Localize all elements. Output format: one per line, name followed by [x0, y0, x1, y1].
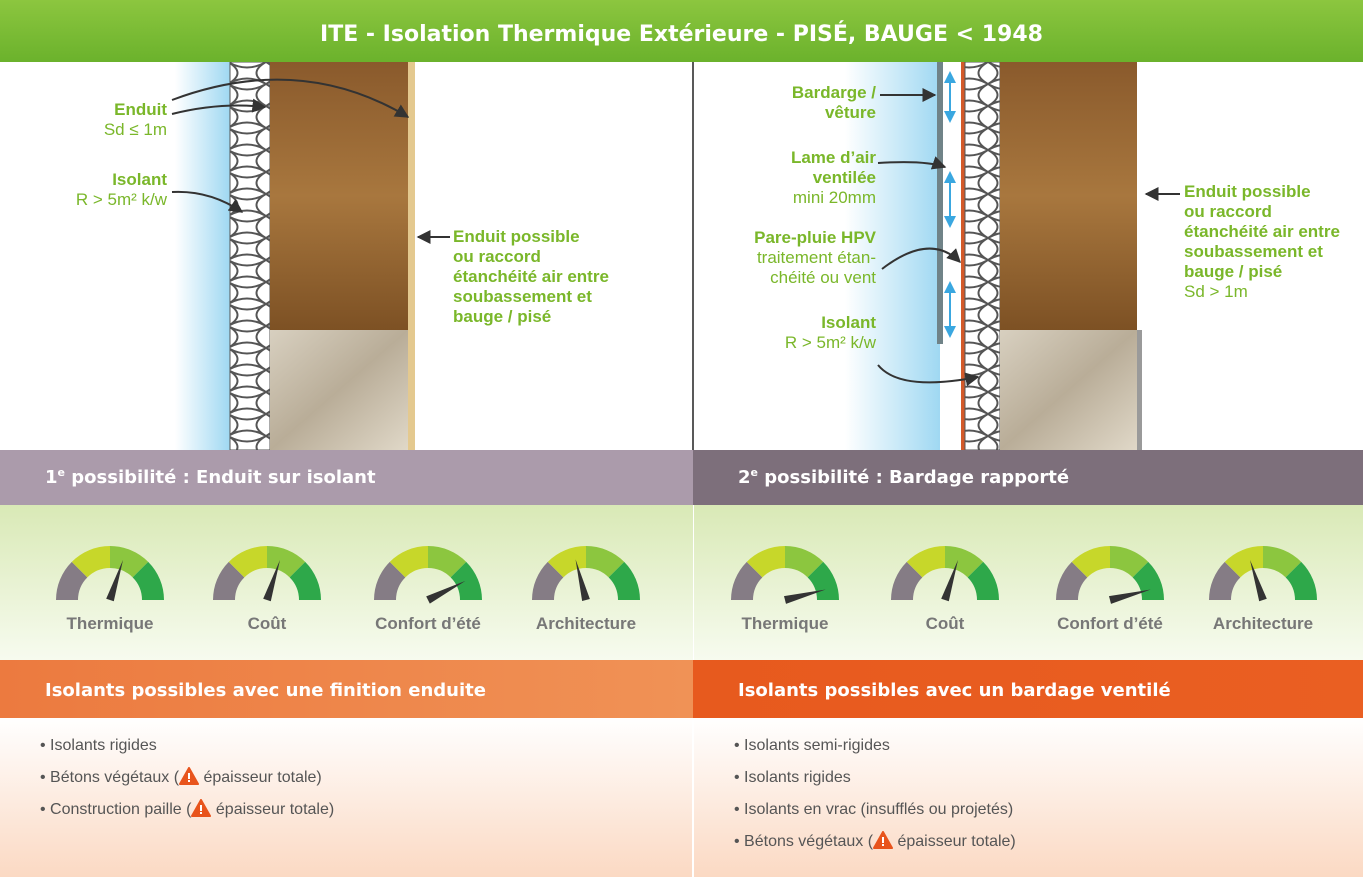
wall-diagrams — [0, 62, 1363, 450]
gauge-label: Thermique — [742, 614, 829, 633]
label: Isolant — [76, 170, 167, 190]
item-text: • Construction paille ( — [40, 801, 191, 818]
label: Pare-pluie HPV — [754, 228, 876, 248]
gauge-label: Confort d’été — [1057, 614, 1163, 633]
list-item: • Construction paille ( épaisseur totale… — [0, 794, 692, 826]
item-text: • Bétons végétaux ( — [40, 769, 179, 786]
gauge-label: Architecture — [1213, 614, 1313, 633]
gauge-label: Coût — [248, 614, 287, 633]
item-text: • Isolants rigides — [734, 769, 851, 786]
list-item: • Isolants semi-rigides — [694, 730, 1363, 762]
page: {"title":"ITE - Isolation Thermique Exté… — [0, 0, 1363, 877]
gauge-label: Confort d’été — [375, 614, 481, 633]
heading: 1e possibilité : Enduit sur isolant — [0, 450, 693, 505]
label: chéité ou vent — [754, 268, 876, 288]
item-text: • Isolants en vrac (insufflés ou projeté… — [734, 801, 1013, 818]
gauge-label: Thermique — [67, 614, 154, 633]
item-text: épaisseur totale) — [893, 833, 1016, 850]
heading-sup: e — [58, 466, 65, 479]
list-heading: Isolants possibles avec une finition end… — [0, 660, 693, 718]
label: Isolant — [754, 313, 876, 333]
label: soubassement et — [453, 287, 609, 307]
heading-number: 2 — [738, 467, 751, 488]
list-item: • Isolants rigides — [0, 730, 692, 762]
warning-icon — [191, 799, 211, 817]
item-text: • Isolants semi-rigides — [734, 737, 890, 754]
item-text: épaisseur totale) — [211, 801, 334, 818]
gauges: Thermique Coût Confort d’été Architecture Th… — [0, 505, 1363, 660]
warning-icon — [179, 767, 199, 785]
warning-icon — [873, 831, 893, 849]
label-group: Enduit Sd ≤ 1m Isolant R > 5m² k/w — [76, 100, 167, 210]
label: Sd > 1m — [1184, 282, 1248, 302]
list: • Isolants rigides • Bétons végétaux ( ép… — [0, 718, 692, 877]
list-heading: Isolants possibles avec un bardage venti… — [693, 660, 1363, 718]
label: Sd ≤ 1m — [76, 120, 167, 140]
gauge-label: Coût — [926, 614, 965, 633]
heading: 2e possibilité : Bardage rapporté — [693, 450, 1363, 505]
label: soubassement et — [1184, 242, 1340, 262]
heading-text: possibilité : Enduit sur isolant — [65, 467, 376, 488]
label: ou raccord — [453, 247, 609, 267]
label: Enduit — [76, 100, 167, 120]
list-item: • Isolants rigides — [694, 762, 1363, 794]
label: ou raccord — [1184, 202, 1340, 222]
list: • Isolants semi-rigides • Isolants rigide… — [694, 718, 1363, 877]
label: ventilée — [754, 168, 876, 188]
list-item: • Bétons végétaux ( épaisseur totale) — [0, 762, 692, 794]
infographic: ITE - Isolation Thermique Extérieure - P… — [0, 0, 1363, 877]
label: traitement étan- — [754, 248, 876, 268]
label: étanchéité air entre — [453, 267, 609, 287]
item-text: épaisseur totale) — [199, 769, 322, 786]
label: bauge / pisé — [1184, 262, 1340, 282]
heading-sup: e — [751, 466, 758, 479]
label: Enduit possible — [453, 227, 609, 247]
label: bauge / pisé — [453, 307, 609, 327]
label: vêture — [754, 103, 876, 123]
label: mini 20mm — [754, 188, 876, 208]
item-text: • Isolants rigides — [40, 737, 157, 754]
list-item: • Bétons végétaux ( épaisseur totale) — [694, 826, 1363, 858]
label-group: Bardarge / vêture Lame d’air ventilée mi… — [754, 83, 876, 353]
item-text: • Bétons végétaux ( — [734, 833, 873, 850]
title: ITE - Isolation Thermique Extérieure - P… — [0, 0, 1363, 62]
heading-text: possibilité : Bardage rapporté — [758, 467, 1069, 488]
gauge-label: Architecture — [536, 614, 636, 633]
label: R > 5m² k/w — [76, 190, 167, 210]
list-item: • Isolants en vrac (insufflés ou projeté… — [694, 794, 1363, 826]
label: étanchéité air entre — [1184, 222, 1340, 242]
label: Bardarge / — [754, 83, 876, 103]
label: R > 5m² k/w — [754, 333, 876, 353]
heading-number: 1 — [45, 467, 58, 488]
label: Lame d’air — [754, 148, 876, 168]
label: Enduit possible — [1184, 182, 1340, 202]
